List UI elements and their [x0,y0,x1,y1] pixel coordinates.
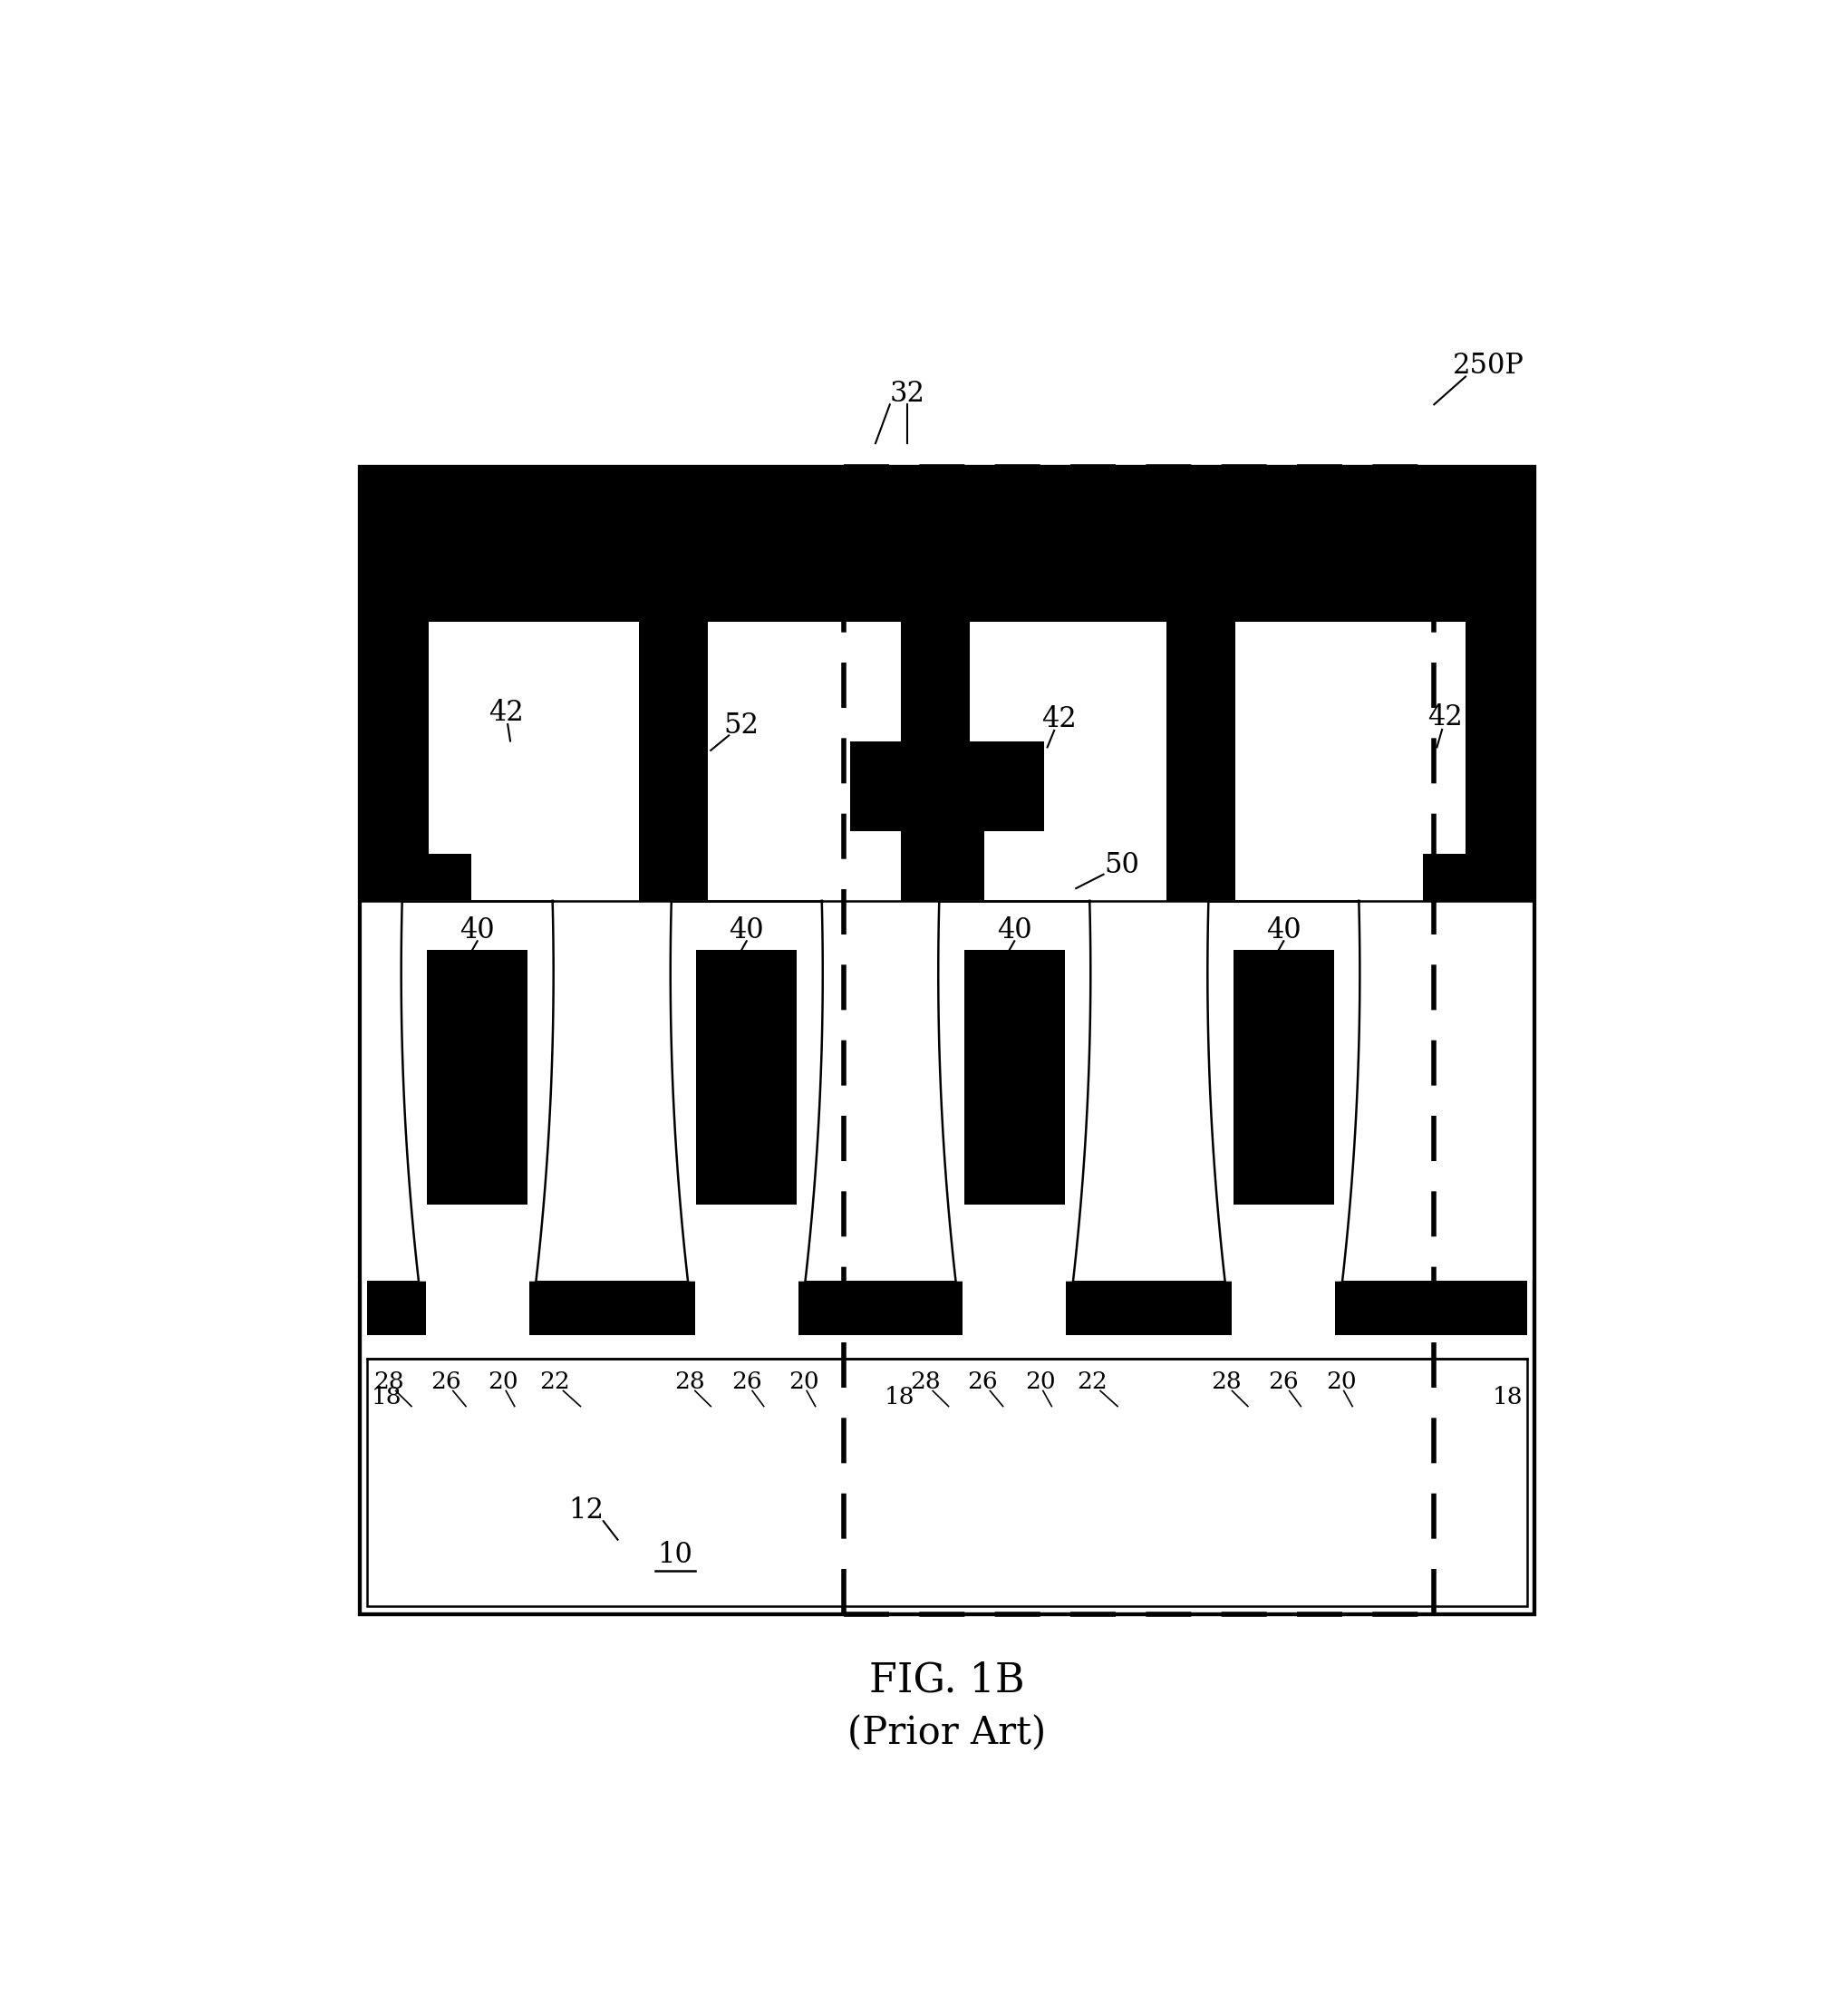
Bar [1465,622,1534,900]
Text: 18: 18 [371,1386,401,1408]
Bar [360,622,429,900]
Text: 22: 22 [1076,1370,1107,1394]
Bar [902,622,970,900]
Text: 12: 12 [569,1496,604,1525]
Text: 26: 26 [732,1370,761,1394]
Polygon shape [671,900,822,1281]
Text: 18: 18 [1493,1386,1523,1408]
Bar [697,951,796,1204]
Text: 26: 26 [1268,1370,1299,1394]
Bar [368,1281,1526,1335]
Text: 42: 42 [488,699,523,727]
Bar [368,1357,1526,1607]
Text: 40: 40 [460,916,495,945]
Bar [429,622,639,900]
Bar [1234,622,1465,900]
Text: 28: 28 [373,1370,403,1394]
Bar [360,467,1534,1613]
Bar [368,1357,1526,1607]
Text: 50: 50 [1105,852,1140,880]
Bar [695,1281,798,1335]
Text: 250P: 250P [1453,352,1525,381]
Text: 20: 20 [789,1370,819,1394]
Text: 26: 26 [968,1370,998,1394]
Polygon shape [939,900,1090,1281]
Text: 10: 10 [658,1541,693,1569]
Bar [360,467,1534,622]
Bar [970,622,1166,900]
Text: 40: 40 [730,916,763,945]
Text: 40: 40 [1266,916,1301,945]
Text: 42: 42 [1040,705,1076,733]
Bar [429,854,471,900]
Bar [360,467,1534,1613]
Text: 44: 44 [405,522,440,550]
Text: 28: 28 [675,1370,704,1394]
Bar [1423,854,1465,900]
Text: (Prior Art): (Prior Art) [848,1714,1046,1752]
Text: FIG. 1B: FIG. 1B [869,1662,1026,1700]
Bar [708,622,902,900]
Bar [425,1281,529,1335]
Text: 52: 52 [723,711,758,739]
Text: 20: 20 [1026,1370,1055,1394]
Bar [427,951,527,1204]
Bar [963,1281,1066,1335]
Bar [965,951,1064,1204]
Text: 42: 42 [1429,703,1464,731]
Text: 26: 26 [431,1370,460,1394]
Text: 22: 22 [540,1370,569,1394]
Text: 28: 28 [911,1370,941,1394]
Bar [1234,951,1334,1204]
Bar [639,622,708,900]
Text: 20: 20 [1325,1370,1356,1394]
Bar [1166,622,1234,900]
Bar [1233,1281,1336,1335]
Text: 20: 20 [488,1370,517,1394]
Text: 40: 40 [996,916,1031,945]
Bar [368,1335,1526,1365]
Bar [850,741,1044,832]
Text: 28: 28 [1210,1370,1242,1394]
Text: 32: 32 [889,379,924,407]
Bar [360,900,1534,1281]
Bar [368,1281,1526,1335]
Bar [909,832,985,900]
Polygon shape [1209,900,1358,1281]
Text: 18: 18 [883,1386,915,1408]
Polygon shape [403,900,553,1281]
